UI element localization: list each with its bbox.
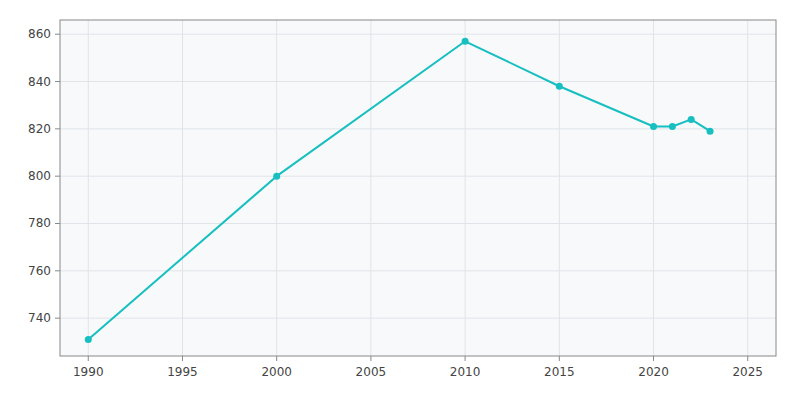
grid-line-y <box>60 318 776 319</box>
tick-label-x: 2020 <box>638 365 669 379</box>
tick-mark-y <box>55 223 60 224</box>
tick-mark-y <box>55 128 60 129</box>
tick-label-x: 2005 <box>356 365 387 379</box>
tick-label-y: 860 <box>28 27 51 41</box>
tick-label-x: 2000 <box>261 365 292 379</box>
tick-mark-y <box>55 176 60 177</box>
series <box>85 38 714 343</box>
tick-mark-y <box>55 318 60 319</box>
plot-frame <box>60 20 776 356</box>
tick-mark-x <box>370 356 371 361</box>
tick-mark-x <box>559 356 560 361</box>
tick-mark-x <box>747 356 748 361</box>
grid-line-x <box>559 20 560 356</box>
grid-line-x <box>276 20 277 356</box>
grid-line-y <box>60 223 776 224</box>
tick-mark-x <box>465 356 466 361</box>
point <box>273 173 280 180</box>
tick-label-x: 2010 <box>450 365 481 379</box>
point <box>650 123 657 130</box>
grid-line-x <box>182 20 183 356</box>
point <box>462 38 469 45</box>
grid-line-y <box>60 81 776 82</box>
plot-background <box>60 20 776 356</box>
tick-label-y: 820 <box>28 122 51 136</box>
tick-mark-x <box>182 356 183 361</box>
tick-mark-y <box>55 270 60 271</box>
tick-mark-y <box>55 81 60 82</box>
grid-line-x <box>653 20 654 356</box>
point <box>556 83 563 90</box>
tick-label-y: 760 <box>28 264 51 278</box>
grid-line-y <box>60 176 776 177</box>
grid-line-x <box>747 20 748 356</box>
tick-label-y: 740 <box>28 311 51 325</box>
chart-svg: 1990 1995 2000 2005 2010 2015 2020 2025 740 760 78… <box>0 0 800 400</box>
grid-line-x <box>88 20 89 356</box>
grid-line-y <box>60 128 776 129</box>
tick-mark-x <box>88 356 89 361</box>
point <box>669 123 676 130</box>
chart-container: 1990 1995 2000 2005 2010 2015 2020 2025 740 760 78… <box>0 0 800 400</box>
tick-label-x: 1995 <box>167 365 198 379</box>
point <box>688 116 695 123</box>
tick-mark-x <box>276 356 277 361</box>
tick-label-x: 2015 <box>544 365 575 379</box>
grid-line-x <box>465 20 466 356</box>
point <box>707 128 714 135</box>
tick-label-y: 800 <box>28 169 51 183</box>
tick-label-y: 840 <box>28 75 51 89</box>
tick-label-x: 1990 <box>73 365 104 379</box>
grid-line-x <box>370 20 371 356</box>
tick-mark-x <box>653 356 654 361</box>
tick-label-x: 2025 <box>732 365 763 379</box>
grid <box>60 20 776 356</box>
line <box>88 41 710 339</box>
grid-line-y <box>60 34 776 35</box>
point <box>85 336 92 343</box>
tick-labels: 1990 1995 2000 2005 2010 2015 2020 2025 740 760 78… <box>28 27 763 379</box>
tick-label-y: 780 <box>28 216 51 230</box>
tick-mark-y <box>55 34 60 35</box>
